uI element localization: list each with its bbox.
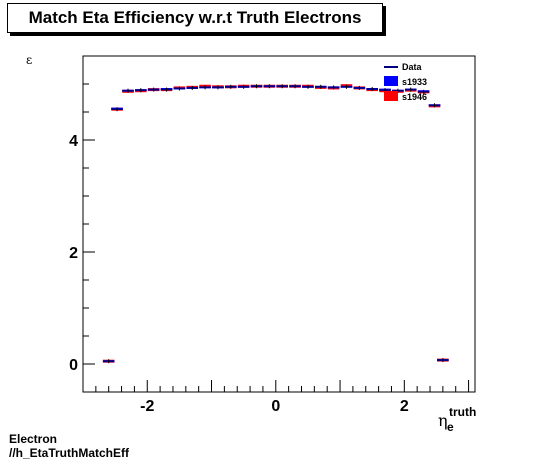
y-axis-label: ε [26, 53, 32, 67]
x-tick-label: 0 [271, 398, 280, 415]
x-tick-label: 2 [400, 398, 409, 415]
plot-frame [82, 55, 476, 393]
chart-title: Match Eta Efficiency w.r.t Truth Electro… [28, 8, 362, 27]
data-marks [102, 84, 449, 364]
legend-label: s1933 [402, 77, 427, 87]
x-tick-label: -2 [140, 398, 154, 415]
x-axis-label-sup: truth [449, 405, 476, 419]
legend-label: Data [402, 62, 423, 72]
y-tick-label: 2 [69, 245, 78, 262]
x-axis-label-sub: e [447, 420, 454, 434]
x-axis-label: η truth e [438, 405, 476, 434]
legend-swatch-s1946 [384, 91, 398, 101]
legend-label: s1946 [402, 92, 427, 102]
x-axis-label-main: η [438, 411, 448, 430]
footer-line-1: Electron [9, 432, 58, 446]
chart-title-box: Match Eta Efficiency w.r.t Truth Electro… [7, 3, 383, 33]
y-tick-label: 0 [69, 357, 78, 374]
axis-ticks: -2 0 2 0 2 4 [69, 55, 470, 415]
y-tick-label: 4 [69, 133, 78, 150]
legend: Data s1933 s1946 [384, 62, 427, 102]
legend-swatch-s1933 [384, 76, 398, 86]
footer-line-2: //h_EtaTruthMatchEff [9, 446, 130, 460]
